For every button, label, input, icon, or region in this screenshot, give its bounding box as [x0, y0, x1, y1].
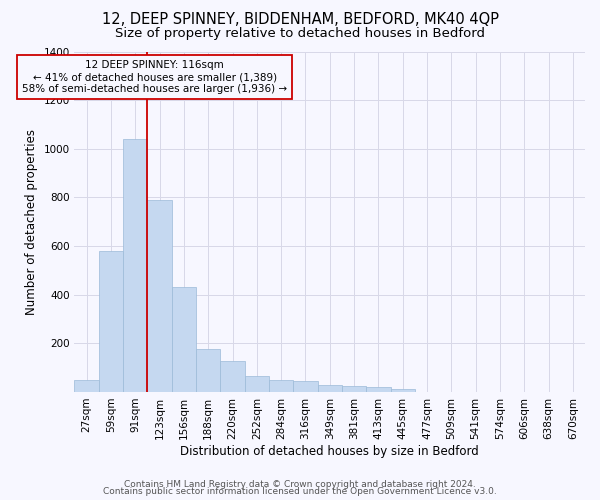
Text: 12, DEEP SPINNEY, BIDDENHAM, BEDFORD, MK40 4QP: 12, DEEP SPINNEY, BIDDENHAM, BEDFORD, MK… — [101, 12, 499, 28]
Bar — [245, 376, 269, 392]
Bar — [220, 361, 245, 392]
Bar — [172, 288, 196, 392]
Bar — [148, 200, 172, 392]
Text: Contains public sector information licensed under the Open Government Licence v3: Contains public sector information licen… — [103, 488, 497, 496]
Text: 12 DEEP SPINNEY: 116sqm
← 41% of detached houses are smaller (1,389)
58% of semi: 12 DEEP SPINNEY: 116sqm ← 41% of detache… — [22, 60, 287, 94]
Bar — [366, 387, 391, 392]
Bar — [293, 380, 317, 392]
Text: Contains HM Land Registry data © Crown copyright and database right 2024.: Contains HM Land Registry data © Crown c… — [124, 480, 476, 489]
Bar — [342, 386, 366, 392]
Bar — [317, 384, 342, 392]
X-axis label: Distribution of detached houses by size in Bedford: Distribution of detached houses by size … — [181, 444, 479, 458]
Y-axis label: Number of detached properties: Number of detached properties — [25, 128, 38, 314]
Bar — [99, 251, 123, 392]
Text: Size of property relative to detached houses in Bedford: Size of property relative to detached ho… — [115, 28, 485, 40]
Bar — [123, 139, 148, 392]
Bar — [269, 380, 293, 392]
Bar — [74, 380, 99, 392]
Bar — [196, 348, 220, 392]
Bar — [391, 389, 415, 392]
